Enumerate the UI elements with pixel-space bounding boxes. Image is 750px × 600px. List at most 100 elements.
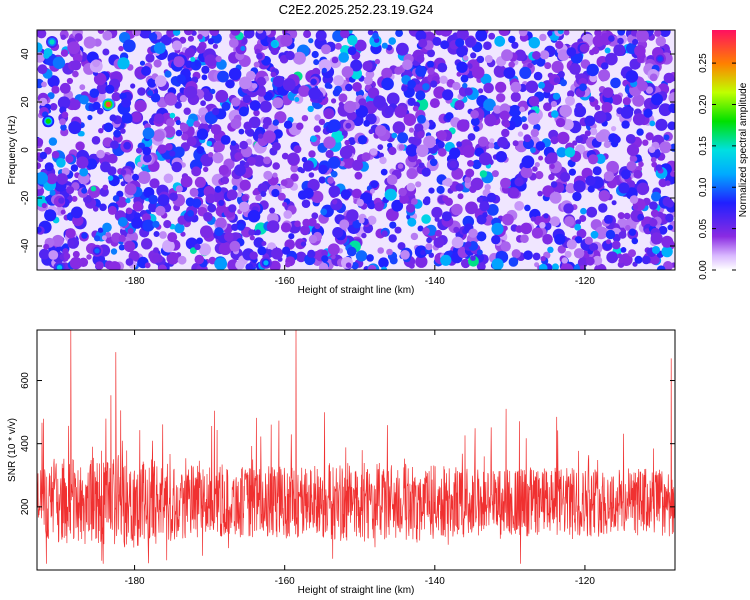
heatmap-cell [439, 75, 448, 85]
heatmap-cell [147, 89, 154, 97]
heatmap-cell [110, 248, 118, 255]
heatmap-cell [51, 234, 64, 247]
heatmap-cell [295, 251, 307, 263]
heatmap-cell [532, 252, 541, 261]
heatmap-cell [432, 36, 442, 46]
heatmap-cell [588, 154, 599, 165]
heatmap-cell [166, 251, 180, 265]
heatmap-cell [177, 255, 187, 265]
heatmap-cell [557, 49, 570, 61]
heatmap-cell [594, 30, 602, 37]
heatmap-cell [352, 188, 362, 199]
heatmap-cell [613, 44, 626, 57]
heatmap-cell [72, 70, 79, 78]
heatmap-cell [569, 63, 581, 75]
heatmap-cell [361, 232, 367, 239]
heatmap-cell [111, 232, 122, 243]
heatmap-cell [392, 121, 406, 134]
heatmap-cell [294, 97, 300, 102]
heatmap-cell [257, 183, 268, 194]
heatmap-cell [43, 52, 50, 59]
heatmap-cell [249, 251, 258, 260]
heatmap-cell [239, 179, 251, 191]
heatmap-cell [350, 59, 363, 72]
heatmap-cell [497, 136, 509, 148]
heatmap-cell [169, 112, 176, 119]
heatmap-cell [544, 62, 552, 70]
heatmap-cell [440, 254, 452, 266]
heatmap-cell [415, 90, 426, 101]
heatmap-cell [228, 67, 242, 81]
heatmap-cell [665, 199, 675, 208]
heatmap-cell [611, 200, 617, 206]
heatmap-cell [327, 119, 341, 132]
heatmap-cell [546, 152, 558, 164]
heatmap-cell [321, 67, 327, 73]
heatmap-cell [611, 126, 617, 132]
heatmap-cell [407, 217, 417, 227]
heatmap-cell [245, 263, 254, 270]
heatmap-cell [218, 164, 229, 176]
heatmap-cell [189, 187, 199, 197]
heatmap-cell [324, 82, 332, 89]
heatmap-cell [39, 248, 50, 260]
heatmap-cell [266, 220, 280, 233]
heatmap-cell [117, 217, 128, 227]
heatmap-cell [121, 97, 132, 108]
heatmap-cell [253, 61, 260, 68]
heatmap-cell [381, 42, 388, 49]
heatmap-cell [366, 254, 374, 262]
heatmap-cell [246, 128, 255, 137]
x-tick-label: -180 [125, 276, 145, 287]
heatmap-cell [467, 133, 476, 141]
heatmap-cell [218, 242, 232, 256]
heatmap-cell [586, 63, 599, 77]
heatmap-cell [283, 210, 293, 219]
heatmap-cell [61, 111, 69, 119]
heatmap-cell [83, 36, 96, 49]
heatmap-cell [522, 123, 529, 130]
heatmap-cell [528, 96, 540, 107]
heatmap-cell [358, 98, 367, 107]
heatmap-cell [451, 236, 464, 249]
heatmap-cell [57, 96, 71, 109]
heatmap-cell [429, 158, 438, 167]
heatmap-cell [347, 46, 357, 56]
heatmap-cell [97, 30, 105, 34]
heatmap-cell [37, 189, 43, 196]
heatmap-cell [510, 81, 522, 93]
heatmap-cell [405, 144, 418, 157]
heatmap-cell [488, 32, 496, 40]
heatmap-cell [315, 30, 327, 41]
heatmap-cell [598, 203, 608, 213]
heatmap-cell [317, 97, 323, 103]
heatmap-cell [338, 93, 348, 103]
heatmap-cell [86, 254, 92, 260]
heatmap-cell [514, 201, 525, 211]
heatmap-cell [137, 87, 146, 96]
heatmap-cell [665, 213, 674, 222]
heatmap-cell [427, 60, 434, 68]
heatmap-cell [365, 69, 375, 79]
heatmap-cell [271, 188, 280, 198]
heatmap-cell [549, 216, 561, 227]
heatmap-cell [453, 226, 460, 233]
heatmap-cell [318, 164, 328, 175]
heatmap-cell [373, 95, 386, 109]
heatmap-cell [230, 30, 241, 36]
heatmap-cell [190, 56, 196, 62]
heatmap-cell [592, 166, 602, 176]
heatmap-cell [196, 146, 205, 154]
heatmap-cell [60, 49, 69, 57]
heatmap-cell [290, 164, 299, 173]
heatmap-cell [60, 124, 67, 131]
heatmap-cell [308, 172, 315, 178]
y-tick-label: 0 [20, 147, 31, 153]
heatmap-cell [167, 232, 178, 243]
heatmap-cell [631, 237, 639, 245]
heatmap-cell [560, 171, 571, 183]
heatmap-cell [232, 185, 238, 191]
heatmap-cell [272, 142, 281, 151]
heatmap-cell [231, 97, 241, 107]
